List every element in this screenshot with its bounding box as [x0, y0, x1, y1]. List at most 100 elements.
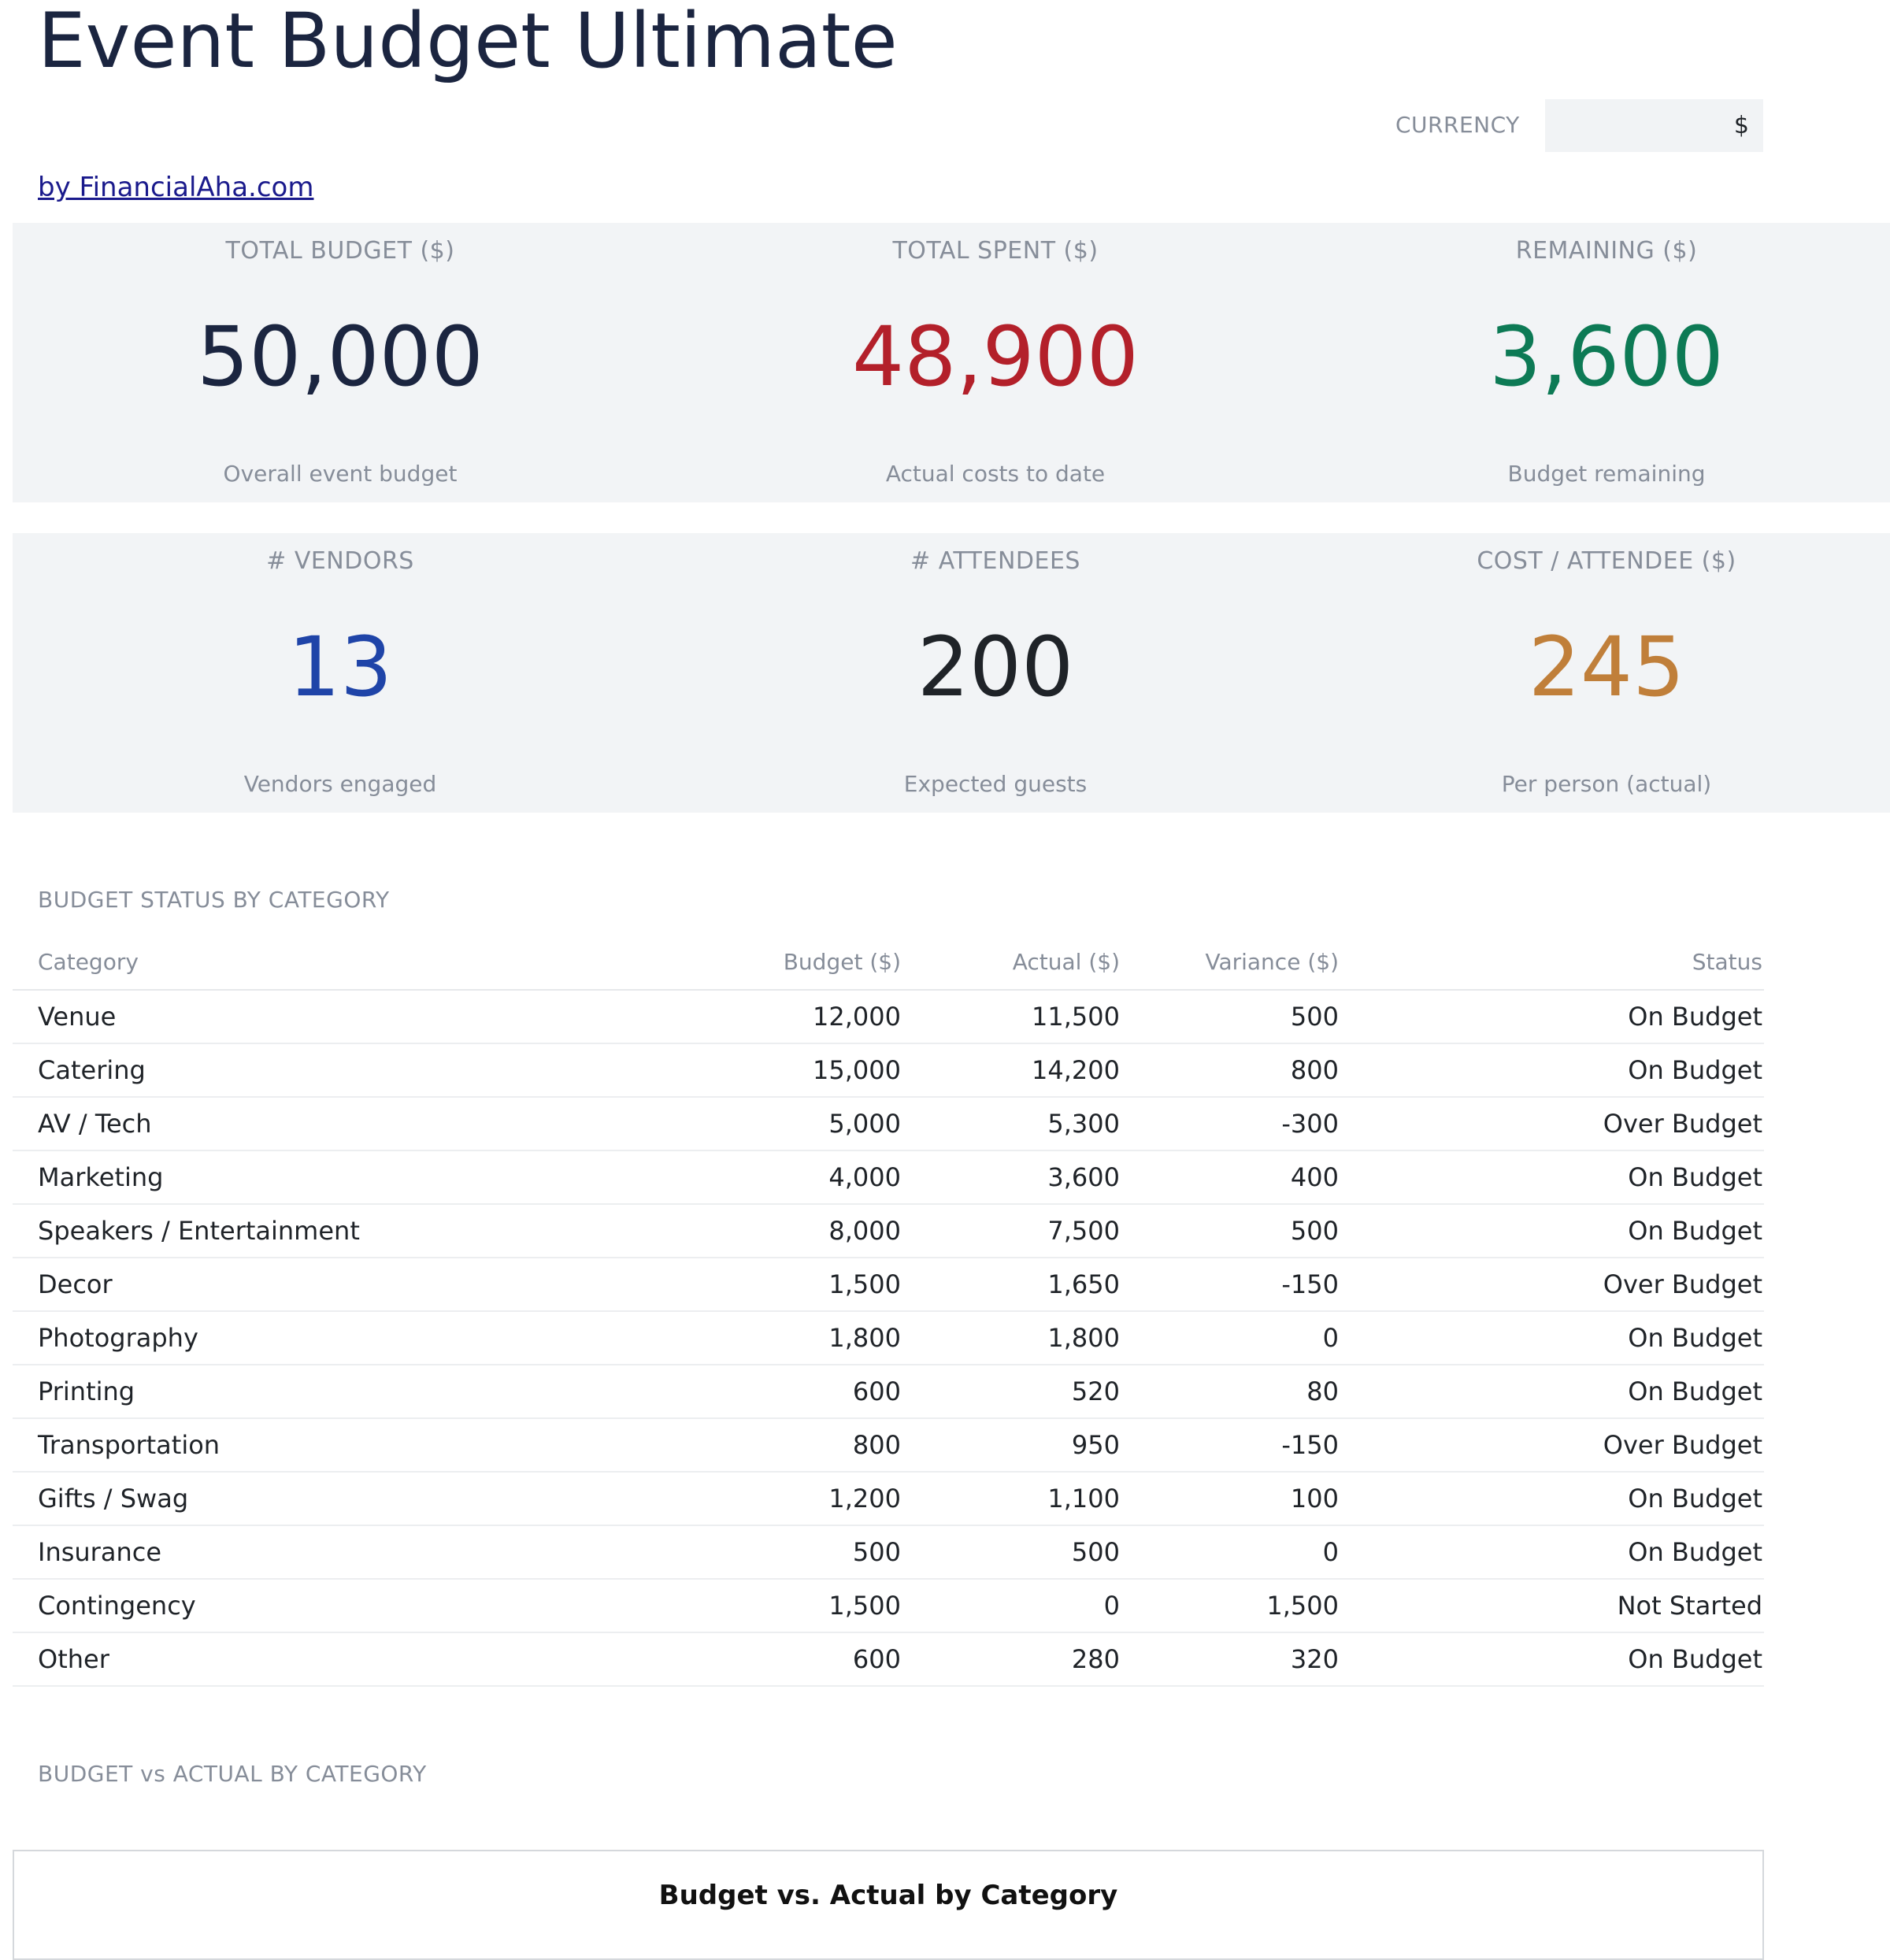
cell-variance: -150 [1120, 1418, 1339, 1473]
cell-variance: 0 [1120, 1311, 1339, 1365]
kpi-caption: Budget remaining [1507, 461, 1706, 487]
table-row: Insurance 500 500 0 On Budget [13, 1525, 1764, 1580]
cell-actual: 3,600 [901, 1150, 1120, 1205]
cell-variance: 1,500 [1120, 1579, 1339, 1633]
cell-category: Decor [13, 1258, 658, 1312]
kpi-caption: Per person (actual) [1501, 771, 1712, 797]
cell-status: On Budget [1339, 1365, 1764, 1419]
cell-budget: 5,000 [658, 1097, 901, 1151]
cell-budget: 1,500 [658, 1579, 901, 1633]
cell-variance: 500 [1120, 990, 1339, 1044]
cell-category: Photography [13, 1311, 658, 1365]
kpi-band-counts: # VENDORS 13 Vendors engaged # ATTENDEES… [13, 533, 1890, 813]
chart-title: Budget vs. Actual by Category [658, 1880, 1118, 1911]
budget-status-table: Category Budget ($) Actual ($) Variance … [13, 934, 1764, 1687]
cell-status: Over Budget [1339, 1258, 1764, 1312]
table-row: Venue 12,000 11,500 500 On Budget [13, 990, 1764, 1044]
table-row: Marketing 4,000 3,600 400 On Budget [13, 1150, 1764, 1205]
cell-actual: 7,500 [901, 1204, 1120, 1258]
cell-budget: 1,200 [658, 1472, 901, 1526]
table-row: AV / Tech 5,000 5,300 -300 Over Budget [13, 1097, 1764, 1151]
cell-actual: 14,200 [901, 1043, 1120, 1098]
cell-status: On Budget [1339, 990, 1764, 1044]
financialaha-link[interactable]: by FinancialAha.com [38, 172, 314, 203]
table-row: Catering 15,000 14,200 800 On Budget [13, 1043, 1764, 1098]
kpi-total-spent: TOTAL SPENT ($) 48,900 Actual costs to d… [668, 223, 1323, 502]
cell-category: Catering [13, 1043, 658, 1098]
cell-actual: 5,300 [901, 1097, 1120, 1151]
table-row: Printing 600 520 80 On Budget [13, 1365, 1764, 1419]
cell-budget: 800 [658, 1418, 901, 1473]
table-row: Speakers / Entertainment 8,000 7,500 500 On … [13, 1204, 1764, 1258]
kpi-caption: Actual costs to date [885, 461, 1106, 487]
cell-budget: 1,500 [658, 1258, 901, 1312]
kpi-caption: Expected guests [903, 771, 1088, 797]
cell-status: Over Budget [1339, 1418, 1764, 1473]
cell-variance: 0 [1120, 1525, 1339, 1580]
cell-category: Venue [13, 990, 658, 1044]
cell-variance: 500 [1120, 1204, 1339, 1258]
cell-variance: 400 [1120, 1150, 1339, 1205]
kpi-label: REMAINING ($) [1515, 237, 1698, 265]
cell-status: On Budget [1339, 1311, 1764, 1365]
cell-category: Contingency [13, 1579, 658, 1633]
cell-actual: 0 [901, 1579, 1120, 1633]
kpi-value: 48,900 [852, 309, 1139, 405]
budget-vs-actual-heading: BUDGET vs ACTUAL BY CATEGORY [38, 1761, 427, 1787]
cell-actual: 1,650 [901, 1258, 1120, 1312]
cell-variance: 320 [1120, 1632, 1339, 1687]
column-header-category: Category [13, 934, 658, 991]
table-row: Decor 1,500 1,650 -150 Over Budget [13, 1258, 1764, 1312]
table-row: Transportation 800 950 -150 Over Budget [13, 1418, 1764, 1473]
cell-status: On Budget [1339, 1043, 1764, 1098]
cell-actual: 520 [901, 1365, 1120, 1419]
currency-input[interactable]: $ [1545, 99, 1763, 152]
cell-actual: 1,800 [901, 1311, 1120, 1365]
table-body: Venue 12,000 11,500 500 On Budget Catering 15,… [13, 990, 1764, 1687]
cell-variance: -300 [1120, 1097, 1339, 1151]
cell-status: On Budget [1339, 1472, 1764, 1526]
kpi-caption: Vendors engaged [243, 771, 437, 797]
cell-budget: 12,000 [658, 990, 901, 1044]
kpi-value: 50,000 [197, 309, 484, 405]
kpi-value: 245 [1528, 619, 1685, 715]
kpi-total-budget: TOTAL BUDGET ($) 50,000 Overall event bu… [13, 223, 668, 502]
cell-category: Insurance [13, 1525, 658, 1580]
cell-budget: 4,000 [658, 1150, 901, 1205]
cell-category: Transportation [13, 1418, 658, 1473]
cell-budget: 500 [658, 1525, 901, 1580]
kpi-attendees: # ATTENDEES 200 Expected guests [668, 533, 1323, 813]
currency-label: CURRENCY [1395, 112, 1520, 138]
cell-status: On Budget [1339, 1150, 1764, 1205]
kpi-label: # VENDORS [266, 547, 414, 575]
cell-variance: 100 [1120, 1472, 1339, 1526]
cell-actual: 280 [901, 1632, 1120, 1687]
cell-status: On Budget [1339, 1632, 1764, 1687]
kpi-label: TOTAL BUDGET ($) [225, 237, 455, 265]
kpi-value: 200 [917, 619, 1074, 715]
cell-variance: -150 [1120, 1258, 1339, 1312]
cell-variance: 800 [1120, 1043, 1339, 1098]
kpi-remaining: REMAINING ($) 3,600 Budget remaining [1323, 223, 1890, 502]
cell-status: Not Started [1339, 1579, 1764, 1633]
cell-status: Over Budget [1339, 1097, 1764, 1151]
cell-actual: 500 [901, 1525, 1120, 1580]
cell-status: On Budget [1339, 1204, 1764, 1258]
cell-category: Printing [13, 1365, 658, 1419]
table-row: Other 600 280 320 On Budget [13, 1632, 1764, 1687]
cell-category: Marketing [13, 1150, 658, 1205]
cell-actual: 11,500 [901, 990, 1120, 1044]
cell-actual: 950 [901, 1418, 1120, 1473]
cell-budget: 600 [658, 1632, 901, 1687]
column-header-budget: Budget ($) [658, 934, 901, 991]
cell-budget: 15,000 [658, 1043, 901, 1098]
kpi-caption: Overall event budget [223, 461, 458, 487]
cell-budget: 8,000 [658, 1204, 901, 1258]
cell-variance: 80 [1120, 1365, 1339, 1419]
cell-status: On Budget [1339, 1525, 1764, 1580]
cell-actual: 1,100 [901, 1472, 1120, 1526]
kpi-band-totals: TOTAL BUDGET ($) 50,000 Overall event bu… [13, 223, 1890, 502]
cell-category: Other [13, 1632, 658, 1687]
kpi-label: # ATTENDEES [910, 547, 1080, 575]
cell-category: Speakers / Entertainment [13, 1204, 658, 1258]
